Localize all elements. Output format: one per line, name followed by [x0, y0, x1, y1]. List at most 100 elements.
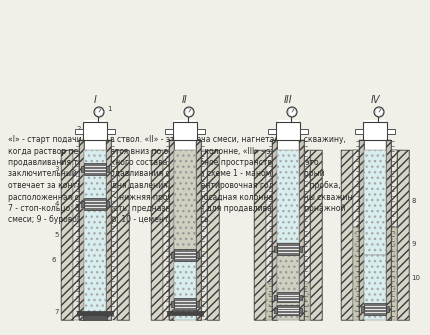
Bar	[268, 129, 276, 134]
Text: 8: 8	[411, 198, 415, 204]
Bar	[277, 305, 299, 315]
Text: отвечает за контроль уровня давления; 2 - цементировочная головка; 3 - пробка,: отвечает за контроль уровня давления; 2 …	[8, 181, 341, 190]
Bar	[364, 303, 386, 315]
Bar	[277, 150, 299, 244]
Bar	[75, 129, 83, 134]
Bar	[79, 140, 84, 320]
Bar	[84, 163, 106, 175]
Bar	[73, 150, 79, 320]
Bar	[310, 150, 322, 320]
Bar	[277, 120, 299, 320]
Bar	[174, 249, 196, 261]
Circle shape	[184, 107, 194, 117]
Circle shape	[374, 107, 384, 117]
Bar	[359, 140, 364, 320]
Bar	[81, 166, 84, 172]
Text: заключительный этап продавливания смеси. На схеме 1 - манометр, который: заключительный этап продавливания смеси.…	[8, 170, 325, 179]
Text: 6: 6	[52, 258, 56, 264]
Bar	[300, 129, 308, 134]
Text: 2: 2	[77, 126, 81, 132]
Bar	[353, 226, 359, 320]
Bar	[117, 150, 129, 320]
Bar	[277, 244, 299, 255]
Bar	[361, 306, 364, 312]
Bar	[171, 301, 174, 307]
Bar	[174, 150, 196, 255]
Bar	[201, 150, 207, 320]
Bar	[387, 129, 395, 134]
Bar	[254, 150, 266, 320]
Bar	[359, 140, 364, 320]
Bar	[84, 120, 106, 320]
Bar	[299, 294, 302, 299]
Bar	[391, 226, 397, 320]
Bar	[266, 150, 272, 320]
Bar	[84, 150, 106, 320]
Bar	[341, 150, 353, 320]
Text: I: I	[94, 95, 96, 105]
Bar	[163, 150, 169, 320]
Bar	[196, 252, 199, 258]
Text: 5: 5	[55, 232, 59, 238]
Bar	[277, 255, 299, 320]
Bar	[197, 129, 205, 134]
Text: «I» - старт подачи смеси в ствол. «II» - это подача смеси, нагнетаемой в скважин: «I» - старт подачи смеси в ствол. «II» -…	[8, 135, 346, 144]
Bar	[266, 283, 272, 320]
Bar	[391, 150, 397, 226]
Bar	[169, 140, 174, 320]
Bar	[353, 150, 359, 226]
Bar	[196, 140, 201, 320]
Text: смеси; 9 - буровой раствор; 10 - цементная смесь.: смеси; 9 - буровой раствор; 10 - цементн…	[8, 215, 211, 224]
Bar	[201, 150, 207, 320]
Bar	[274, 308, 277, 313]
Bar	[151, 150, 163, 320]
Bar	[106, 201, 109, 207]
Bar	[196, 140, 201, 320]
Bar	[364, 150, 386, 255]
Bar	[173, 122, 197, 140]
Bar	[266, 150, 272, 320]
Bar	[174, 255, 196, 320]
Bar	[277, 255, 299, 320]
Bar	[353, 150, 359, 320]
Bar	[272, 140, 277, 320]
Bar	[61, 150, 73, 320]
Bar	[299, 140, 304, 320]
Text: 7: 7	[55, 309, 59, 315]
Text: 7 - стоп-кольцо; 8 - жидкость, предназначенная для продавливания тампонажной: 7 - стоп-кольцо; 8 - жидкость, предназна…	[8, 204, 345, 213]
Bar	[364, 255, 386, 320]
Bar	[111, 150, 117, 320]
Text: 9: 9	[411, 241, 415, 247]
Text: 1: 1	[107, 106, 111, 112]
Text: II: II	[182, 95, 188, 105]
Bar	[386, 140, 391, 320]
Bar	[341, 150, 353, 320]
Bar	[299, 308, 302, 313]
Text: IV: IV	[370, 95, 380, 105]
Bar	[106, 166, 109, 172]
Bar	[174, 255, 196, 320]
Text: когда раствор перемещается вниз по обсадной колонне, «III» - это старт: когда раствор перемещается вниз по обсад…	[8, 146, 305, 155]
Bar	[266, 283, 272, 320]
Bar	[167, 311, 203, 315]
Bar	[299, 140, 304, 320]
Bar	[277, 292, 299, 302]
Text: 3: 3	[55, 166, 59, 172]
Bar	[272, 140, 277, 320]
Bar	[81, 201, 84, 207]
Bar	[276, 122, 300, 140]
Bar	[386, 140, 391, 320]
Bar	[163, 150, 169, 320]
Bar	[364, 255, 386, 320]
Bar	[364, 120, 386, 320]
Bar	[196, 301, 199, 307]
Bar	[391, 150, 397, 320]
Bar	[397, 150, 409, 320]
Bar	[274, 247, 277, 252]
Text: III: III	[284, 95, 292, 105]
Circle shape	[287, 107, 297, 117]
Bar	[277, 150, 299, 244]
Bar	[107, 129, 115, 134]
Bar	[207, 150, 219, 320]
Bar	[353, 150, 359, 320]
